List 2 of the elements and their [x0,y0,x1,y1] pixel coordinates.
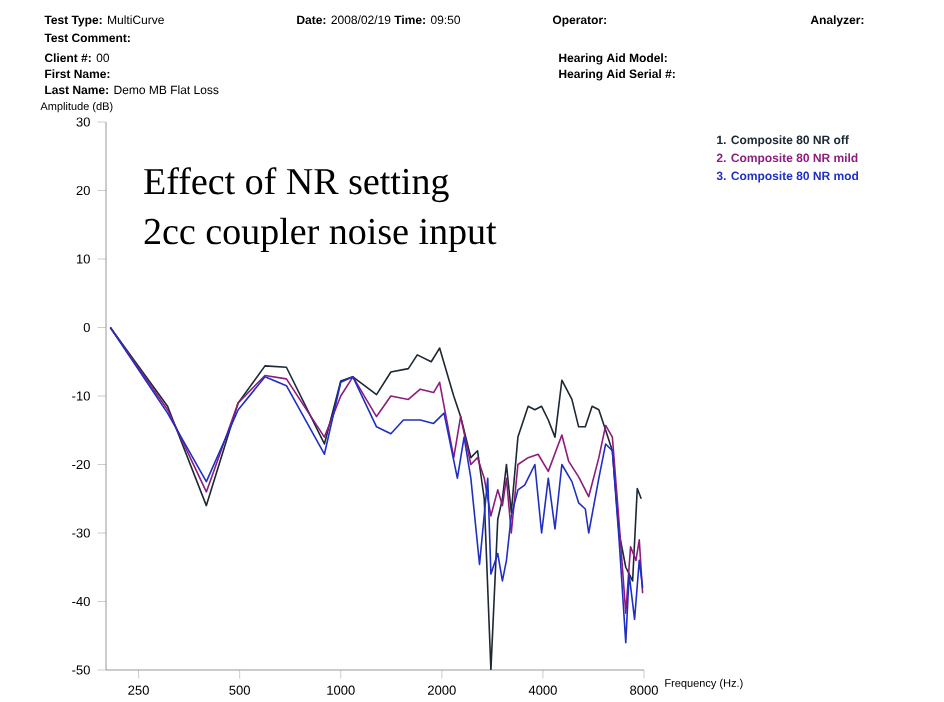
text: 2cc coupler noise input [144,217,497,253]
text: Effect of NR setting [144,167,449,203]
